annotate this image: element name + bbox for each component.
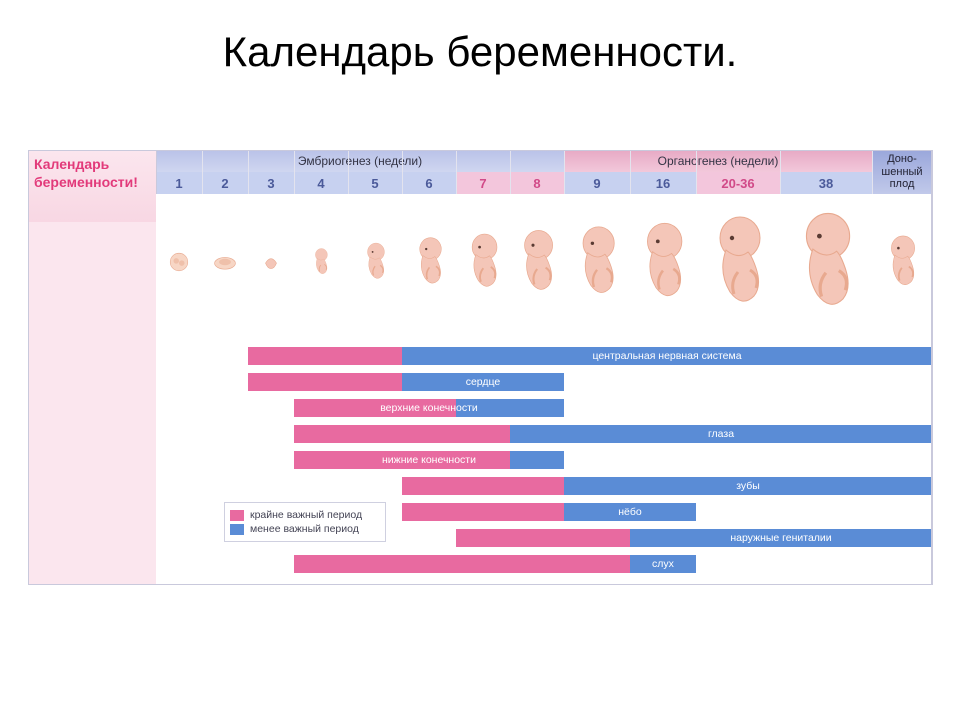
page-title: Календарь беременности. [0, 0, 960, 82]
pregnancy-calendar-chart: Календарь беременности!Эмбриогенез (неде… [28, 150, 932, 585]
chart-frame [28, 150, 932, 585]
col-separator [932, 150, 933, 585]
